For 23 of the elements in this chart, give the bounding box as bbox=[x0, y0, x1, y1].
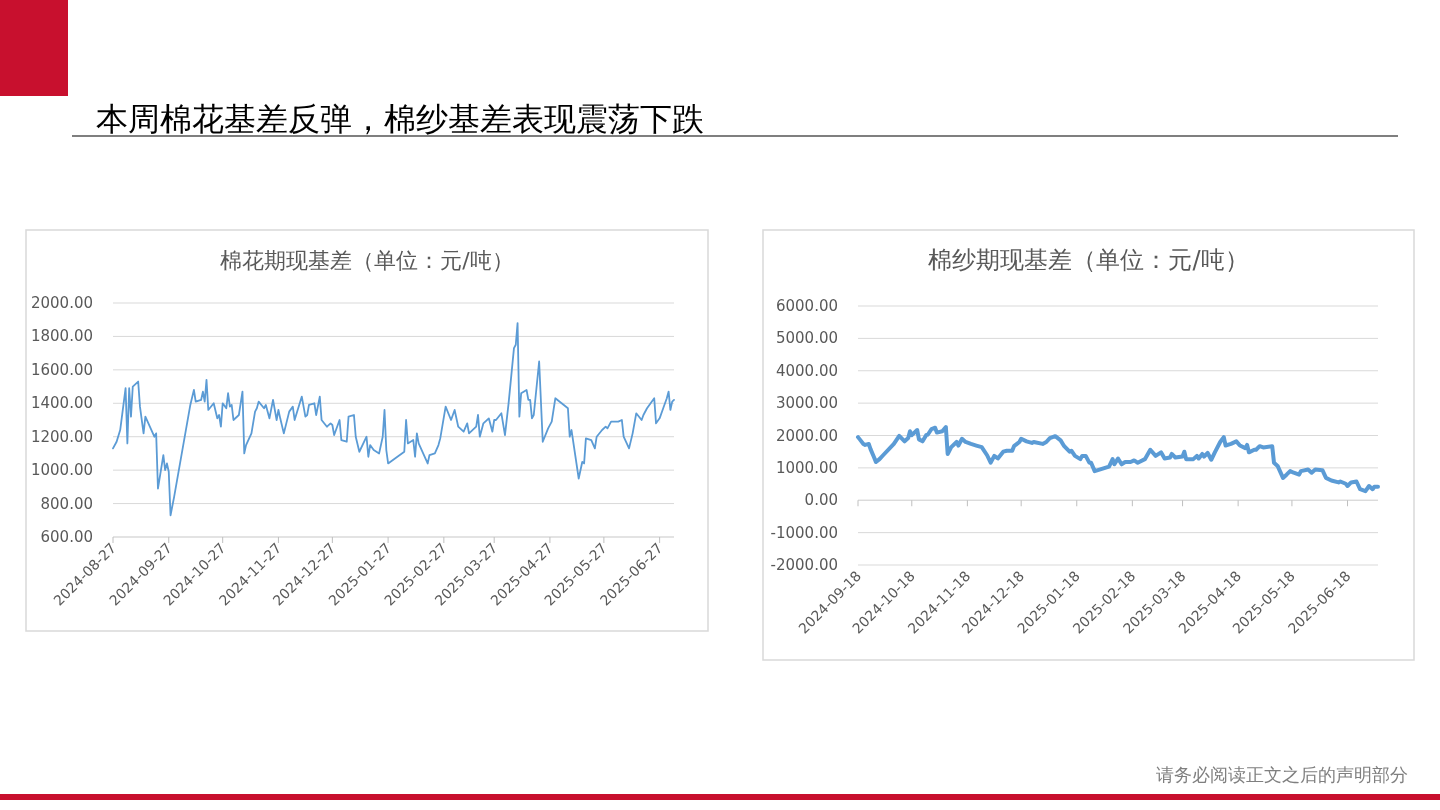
text: 请务必阅读正文之后的声明部分 bbox=[1156, 764, 1408, 785]
y-tick-label: 2000.00 bbox=[30, 294, 93, 312]
y-tick-label: 1200.00 bbox=[30, 427, 93, 446]
y-tick-label: 1000.00 bbox=[775, 458, 838, 477]
y-tick-label: 2000.00 bbox=[775, 426, 838, 445]
y-tick-label: 5000.00 bbox=[775, 329, 838, 348]
line-series bbox=[856, 425, 1380, 494]
y-tick-label: 6000.00 bbox=[775, 297, 838, 315]
y-tick-label: 1000.00 bbox=[30, 461, 93, 480]
line-series bbox=[112, 322, 675, 517]
y-tick-label: 600.00 bbox=[40, 528, 93, 546]
chart-title: 棉纱期现基差（单位：元/吨） bbox=[928, 246, 1249, 274]
y-tick-label: 1600.00 bbox=[30, 360, 93, 379]
y-tick-label: 800.00 bbox=[40, 494, 93, 513]
y-tick-label: -2000.00 bbox=[770, 556, 838, 574]
y-tick-label: 4000.00 bbox=[775, 361, 838, 380]
y-tick-label: 0.00 bbox=[804, 491, 838, 510]
y-tick-label: 3000.00 bbox=[775, 394, 838, 413]
y-tick-label: 1400.00 bbox=[30, 394, 93, 413]
y-tick-label: 1800.00 bbox=[30, 327, 93, 346]
chart-title: 棉花期现基差（单位：元/吨） bbox=[220, 248, 514, 273]
y-tick-label: -1000.00 bbox=[770, 523, 838, 542]
text: 本周棉花基差反弹，棉纱基差表现震荡下跌 bbox=[96, 100, 704, 138]
